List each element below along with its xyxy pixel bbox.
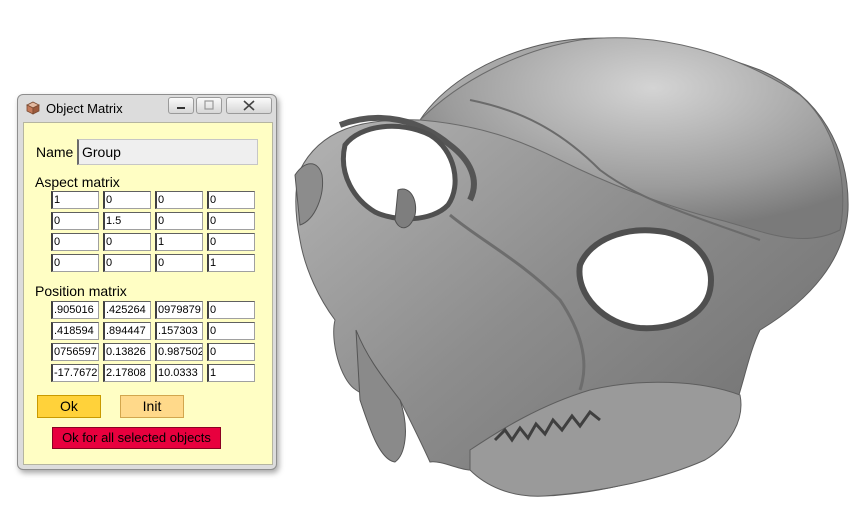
position-cell[interactable]: 0 (207, 322, 255, 340)
aspect-cell[interactable]: 0 (155, 254, 203, 272)
close-icon (243, 100, 255, 111)
maximize-icon (204, 100, 214, 110)
maximize-button[interactable] (196, 97, 222, 114)
position-cell[interactable]: 0.13826 (103, 343, 151, 361)
ok-button[interactable]: Ok (37, 395, 101, 418)
aspect-cell[interactable]: 0 (51, 233, 99, 251)
position-cell[interactable]: .157303 (155, 322, 203, 340)
aspect-cell[interactable]: 0 (51, 212, 99, 230)
position-matrix-label: Position matrix (35, 283, 127, 299)
position-cell[interactable]: 0 (207, 301, 255, 319)
minimize-button[interactable] (168, 97, 194, 114)
aspect-cell[interactable]: 1.5 (103, 212, 151, 230)
cube-icon (26, 101, 40, 115)
position-cell[interactable]: .418594 (51, 322, 99, 340)
window-title: Object Matrix (46, 101, 123, 116)
position-cell[interactable]: .425264 (103, 301, 151, 319)
dialog-content: Name Group Aspect matrix 1 0 0 0 0 1.5 0… (23, 122, 273, 465)
aspect-cell[interactable]: 0 (103, 191, 151, 209)
aspect-cell[interactable]: 0 (103, 233, 151, 251)
aspect-cell[interactable]: 0 (207, 212, 255, 230)
aspect-cell[interactable]: 0 (207, 233, 255, 251)
aspect-matrix-label: Aspect matrix (35, 174, 120, 190)
object-matrix-dialog: Object Matrix Name Group Aspect matrix 1… (17, 94, 277, 470)
aspect-cell[interactable]: 0 (155, 191, 203, 209)
aspect-cell[interactable]: 1 (155, 233, 203, 251)
position-cell[interactable]: 2.17808 (103, 364, 151, 382)
aspect-cell[interactable]: 1 (51, 191, 99, 209)
aspect-cell[interactable]: 1 (207, 254, 255, 272)
aspect-cell[interactable]: 0 (155, 212, 203, 230)
position-cell[interactable]: 0 (207, 343, 255, 361)
position-cell[interactable]: .894447 (103, 322, 151, 340)
position-cell[interactable]: 10.0333 (155, 364, 203, 382)
title-bar[interactable]: Object Matrix (18, 95, 276, 121)
position-cell[interactable]: -17.7672 (51, 364, 99, 382)
skull-model[interactable] (294, 37, 849, 497)
aspect-cell[interactable]: 0 (207, 191, 255, 209)
aspect-cell[interactable]: 0 (103, 254, 151, 272)
position-cell[interactable]: 0979879 (155, 301, 203, 319)
aspect-cell[interactable]: 0 (51, 254, 99, 272)
close-button[interactable] (226, 97, 272, 114)
position-cell[interactable]: 0.987502 (155, 343, 203, 361)
ok-for-all-selected-button[interactable]: Ok for all selected objects (52, 427, 221, 449)
position-cell[interactable]: .905016 (51, 301, 99, 319)
name-input[interactable]: Group (77, 139, 258, 165)
position-cell[interactable]: 1 (207, 364, 255, 382)
minimize-icon (177, 107, 185, 109)
init-button[interactable]: Init (120, 395, 184, 418)
name-label: Name (36, 144, 74, 160)
position-cell[interactable]: 0756597 (51, 343, 99, 361)
